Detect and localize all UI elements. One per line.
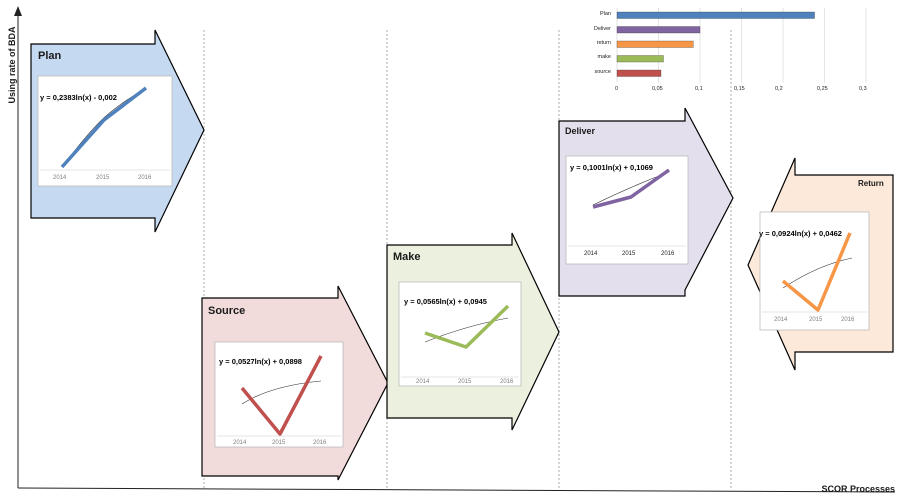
bar-label-plan: Plan [599,11,611,17]
plan-year-3: 2016 [138,175,152,181]
return-chart-box [759,211,870,331]
make-equation: y = 0,0565ln(x) + 0,0945 [404,297,487,306]
make-year-3: 2016 [500,379,514,385]
return-title: Return [858,179,884,188]
make-trendline [424,317,509,343]
x-axis [17,487,896,493]
bar-label-return: return [596,40,611,46]
source-equation: y = 0,0527ln(x) + 0,0898 [219,357,302,366]
plan-series-line [60,86,148,169]
source-year-3: 2016 [313,440,327,446]
x-axis-label: SCOR Processes [821,484,895,494]
deliver-year-3: 2016 [661,251,675,257]
deliver-year-1: 2014 [584,251,598,257]
bar-tick-2: 0,1 [695,86,703,92]
plan-year-2: 2015 [96,175,110,181]
bar-deliver [616,26,701,34]
source-chart-box [214,341,344,448]
return-series-line [781,232,852,312]
bar-tick-0: 0 [615,86,619,92]
make-year-2: 2015 [458,379,472,385]
return-year-3: 2016 [841,317,855,323]
bar-source [616,69,662,77]
y-axis-label: Using rate of BDA [7,26,17,104]
bar-tick-1: 0,05 [652,86,663,92]
bar-label-source: source [594,69,611,75]
return-equation: y = 0,0924ln(x) + 0,0462 [759,229,842,238]
deliver-equation: y = 0,1001ln(x) + 0,1069 [570,163,653,172]
source-year-2: 2015 [272,440,286,446]
plan-year-1: 2014 [53,175,67,181]
bar-label-deliver: Deliver [593,26,611,32]
source-trendline [241,380,322,405]
bar-tick-4: 0,2 [775,86,783,92]
source-title: Source [208,305,246,317]
bar-plan [616,11,815,19]
make-chart-box [398,281,522,387]
plan-chart-box [37,75,173,187]
bar-tick-5: 0,25 [817,86,828,92]
bar-tick-6: 0,3 [859,86,867,92]
deliver-title: Deliver [565,126,596,136]
deliver-year-2: 2015 [622,251,636,257]
return-trendline [782,257,853,289]
plan-equation: y = 0,2383ln(x) - 0,002 [40,93,117,102]
bar-label-make: make [597,54,611,60]
bar-tick-3: 0,15 [734,86,745,92]
bar-return [616,40,694,48]
plan-title: Plan [38,50,62,62]
make-title: Make [393,251,421,263]
source-series-line [240,355,323,436]
deliver-series-line [592,168,671,209]
bar-chart [616,8,867,83]
make-year-1: 2014 [416,379,430,385]
source-year-1: 2014 [233,440,247,446]
deliver-chart-box [565,155,689,265]
return-year-1: 2014 [774,317,788,323]
return-year-2: 2015 [809,317,823,323]
make-series-line [424,304,510,349]
bar-make [616,55,664,63]
y-axis-arrowhead [14,6,22,16]
